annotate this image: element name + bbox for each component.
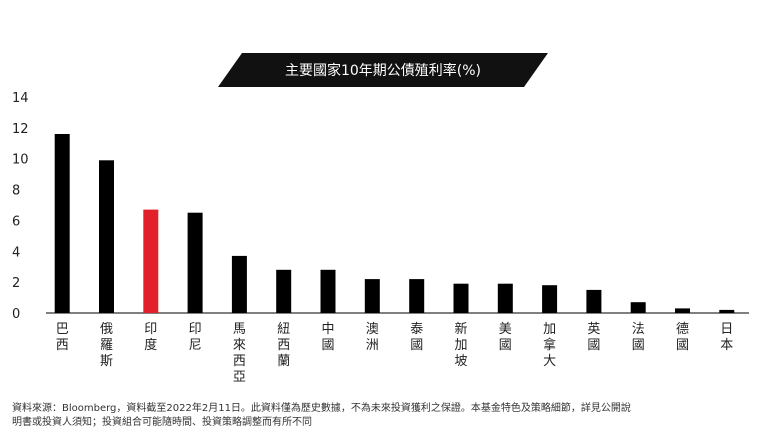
bar-9	[409, 279, 425, 313]
category-label-char: 巴	[56, 322, 69, 337]
category-label-char: 印	[144, 322, 157, 337]
chart-title-banner: 主要國家10年期公債殖利率(%)	[218, 53, 548, 87]
category-label-char: 澳	[366, 321, 379, 337]
category-label-char: 中	[321, 322, 334, 337]
category-label-char: 斯	[100, 354, 113, 369]
bar-2	[99, 160, 114, 313]
category-label-char: 德	[676, 322, 689, 337]
category-label: 加拿大	[543, 322, 556, 369]
y-axis: 0 2 4 6 8 10 12 14	[12, 91, 29, 322]
category-label: 澳洲	[366, 321, 379, 353]
bar-16	[719, 309, 735, 313]
category-label-char: 坡	[454, 354, 467, 369]
category-label: 英國	[587, 322, 600, 353]
category-label-char: 國	[410, 338, 423, 353]
category-label-char: 泰	[410, 322, 423, 337]
bar-11	[497, 283, 513, 313]
category-label-char: 紐	[277, 322, 290, 337]
bar-8	[364, 279, 380, 313]
category-label-char: 羅	[100, 338, 113, 353]
category-label-char: 西	[277, 338, 290, 353]
category-label-char: 西	[56, 338, 69, 353]
category-label-char: 洲	[366, 338, 379, 353]
category-label: 法國	[632, 322, 645, 353]
category-label-char: 法	[632, 322, 645, 337]
category-label-char: 印	[189, 322, 202, 337]
category-label: 紐西蘭	[277, 322, 290, 369]
category-label-char: 蘭	[277, 353, 290, 369]
category-label-char: 來	[233, 338, 246, 353]
category-label-char: 加	[543, 322, 556, 337]
category-label-char: 拿	[543, 337, 556, 353]
bar-7	[320, 269, 336, 313]
y-tick-label: 6	[12, 214, 20, 229]
category-label-char: 俄	[100, 322, 113, 337]
y-tick-label: 0	[12, 307, 20, 322]
category-label-char: 度	[144, 337, 157, 353]
y-tick-label: 12	[12, 122, 29, 137]
category-label: 印度	[144, 322, 157, 353]
bar-12	[542, 285, 558, 313]
category-label: 泰國	[410, 322, 423, 353]
category-label-char: 西	[233, 354, 246, 369]
category-label-char: 國	[321, 338, 334, 353]
category-label-char: 本	[720, 338, 733, 353]
chart-title: 主要國家10年期公債殖利率(%)	[285, 62, 481, 79]
category-label: 德國	[676, 322, 689, 353]
category-label-char: 尼	[189, 338, 202, 353]
bar-5	[231, 255, 247, 313]
y-tick-label: 8	[12, 184, 20, 199]
bar-1	[54, 134, 70, 313]
bars	[54, 134, 735, 313]
category-label-char: 國	[587, 338, 600, 353]
bar-3	[143, 209, 159, 313]
category-label-char: 馬	[233, 322, 246, 337]
category-label: 日本	[720, 322, 733, 353]
category-label: 新加坡	[454, 321, 467, 369]
bar-14	[630, 302, 646, 313]
category-label-char: 英	[587, 322, 600, 337]
category-label-char: 國	[632, 338, 645, 353]
y-tick-label: 4	[12, 245, 20, 260]
footnote-line-2: 明書或投資人須知；投資組合可能隨時間、投資策略調整而有所不同	[12, 417, 312, 428]
bar-13	[586, 289, 602, 313]
bar-4	[187, 212, 203, 313]
bar-15	[675, 308, 690, 313]
category-label: 印尼	[189, 322, 202, 353]
category-label: 俄羅斯	[100, 322, 113, 369]
y-tick-label: 10	[12, 153, 29, 168]
bar-6	[276, 269, 292, 313]
title-background	[218, 53, 548, 87]
source-footnote: 資料來源：Bloomberg，資料截至2022年2月11日。此資料僅為歷史數據，…	[12, 402, 752, 430]
category-label-char: 加	[454, 338, 467, 353]
category-label: 中國	[321, 322, 334, 353]
y-tick-label: 2	[12, 276, 20, 291]
category-label: 美國	[499, 322, 512, 353]
category-label: 巴西	[56, 322, 69, 353]
footnote-line-1: 資料來源：Bloomberg，資料截至2022年2月11日。此資料僅為歷史數據，…	[12, 403, 631, 414]
category-label-char: 大	[543, 354, 556, 369]
category-label-char: 美	[499, 322, 512, 337]
y-tick-label: 14	[12, 91, 29, 106]
bar-10	[453, 283, 469, 313]
category-label-char: 國	[499, 338, 512, 353]
category-label-char: 新	[454, 321, 467, 337]
category-label-char: 國	[676, 338, 689, 353]
category-label-char: 日	[720, 322, 733, 337]
category-label-char: 亞	[233, 370, 246, 385]
